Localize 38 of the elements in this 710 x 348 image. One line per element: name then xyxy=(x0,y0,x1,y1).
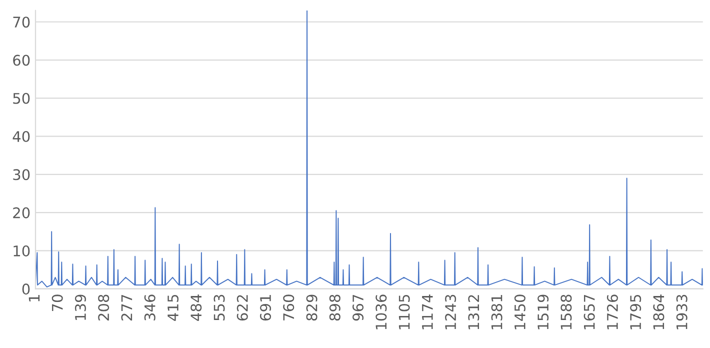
x-tick-label: 139 xyxy=(74,294,86,320)
x-tick-label: 1450 xyxy=(514,294,526,330)
y-tick-label: 30 xyxy=(13,169,30,180)
y-tick-label: 40 xyxy=(12,131,30,142)
y-tick-label: 20 xyxy=(13,207,30,218)
y-tick-label: 70 xyxy=(13,16,30,28)
x-tick-label: 1588 xyxy=(560,294,572,330)
line-series xyxy=(36,10,703,288)
x-tick-label: 691 xyxy=(260,295,272,321)
x-tick-label: 967 xyxy=(352,294,364,321)
y-tick-label: 10 xyxy=(14,245,30,256)
x-tick-label: 1864 xyxy=(653,294,664,330)
x-tick-label: 760 xyxy=(283,294,294,320)
x-tick-label: 898 xyxy=(329,294,340,321)
x-tick-label: 70 xyxy=(52,294,63,312)
x-tick-label: 1243 xyxy=(445,294,456,330)
y-tick-label: 50 xyxy=(13,92,30,104)
x-tick-label: 829 xyxy=(306,294,318,321)
x-tick-label: 1105 xyxy=(398,294,410,330)
x-tick-label: 1036 xyxy=(376,294,387,330)
x-tick-label: 1933 xyxy=(676,294,688,330)
x-tick-label: 1519 xyxy=(538,294,549,330)
x-tick-label: 1726 xyxy=(606,294,618,330)
x-tick-label: 1795 xyxy=(630,294,642,330)
x-tick-label: 1381 xyxy=(491,295,502,330)
x-tick-label: 415 xyxy=(168,294,179,321)
x-tick-label: 553 xyxy=(214,294,225,320)
x-tick-label: 277 xyxy=(121,294,132,320)
x-tick-label: 622 xyxy=(236,295,248,321)
x-tick-label: 1174 xyxy=(422,294,433,330)
y-tick-label: 0 xyxy=(22,284,30,295)
y-tick-label: 60 xyxy=(13,54,30,66)
x-tick-label: 1312 xyxy=(468,295,480,330)
x-tick-label: 1657 xyxy=(584,294,595,330)
x-tick-label: 484 xyxy=(190,294,202,321)
x-tick-label: 346 xyxy=(144,294,156,320)
x-tick-label: 1 xyxy=(28,295,40,302)
x-tick-label: 208 xyxy=(98,294,110,320)
